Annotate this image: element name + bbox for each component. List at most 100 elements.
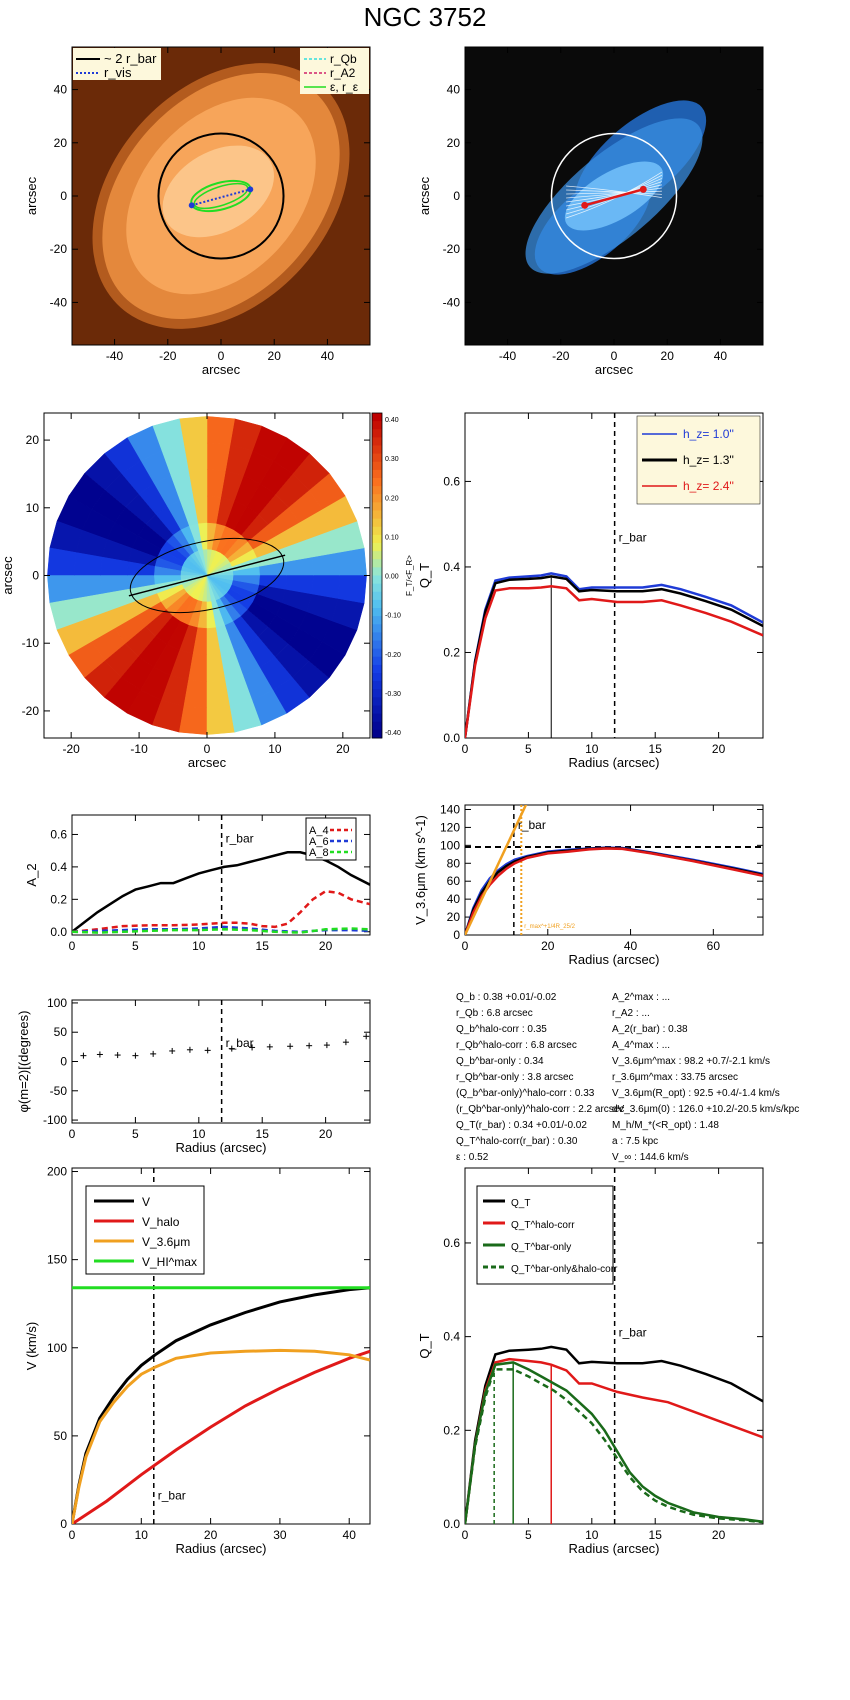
- colorbar-tick-label: 0.10: [385, 534, 399, 541]
- x-tick-label: 10: [585, 742, 599, 756]
- series-line: [72, 927, 370, 934]
- x-tick-label: 20: [268, 349, 282, 363]
- legend-label: A_8: [309, 847, 329, 859]
- x-tick-label: 15: [649, 1528, 663, 1542]
- x-tick-label: 0: [462, 939, 469, 953]
- colorbar-cell: [372, 421, 382, 430]
- parameter-text: A_4^max : ...: [612, 1040, 670, 1051]
- y-tick-label: 0.6: [443, 474, 460, 488]
- panel-image-orange: -40 -20 0 20 40 -40 -20 0 20 40 arcsec arcsec ~ 2 r_…: [24, 46, 371, 377]
- colorbar-cell: [372, 518, 382, 528]
- x-tick-label: 20: [661, 349, 675, 363]
- panel-phase: 0 5 10 15 20 -100 -50 0 50 100 Radius (arcsec) φ(m=…: [16, 996, 371, 1155]
- series-line: [465, 846, 763, 935]
- x-tick-label: 40: [321, 349, 335, 363]
- parameter-text: Q_T^halo-corr(r_bar) : 0.30: [456, 1136, 578, 1147]
- heatmap-cell: [47, 575, 77, 604]
- y-axis-label: φ(m=2)[(degrees): [16, 1011, 31, 1113]
- y-tick-label: 0.4: [50, 860, 67, 874]
- plot-frame: [71, 1167, 371, 1525]
- rbar-label: r_bar: [226, 1036, 254, 1050]
- y-tick-label: -50: [50, 1084, 68, 1098]
- x-tick-label: -40: [499, 349, 517, 363]
- x-tick-label: 0: [204, 742, 211, 756]
- bar-end-point: [581, 201, 589, 209]
- legend-label: V_3.6μm: [142, 1235, 190, 1249]
- y-tick-label: 0: [60, 1055, 67, 1069]
- y-tick-label: 60: [447, 874, 461, 888]
- parameter-text: ε : 0.52: [456, 1152, 489, 1163]
- y-tick-label: -20: [22, 704, 40, 718]
- legend-label: V_HI^max: [142, 1255, 197, 1269]
- bar-radius-circle: [157, 132, 285, 260]
- x-tick-label: -40: [106, 349, 124, 363]
- colorbar-cell: [372, 461, 382, 471]
- x-tick-label: 20: [712, 742, 726, 756]
- x-tick-label: 5: [525, 742, 532, 756]
- y-tick-label: 140: [440, 802, 460, 816]
- x-tick-label: 0: [69, 1528, 76, 1542]
- colorbar-cell: [372, 591, 382, 601]
- colorbar-cell: [372, 559, 382, 568]
- x-tick-label: -20: [552, 349, 570, 363]
- x-tick-label: 40: [624, 939, 638, 953]
- legend-label: h_z= 2.4'': [683, 479, 734, 493]
- x-tick-label: 40: [343, 1528, 357, 1542]
- y-tick-label: -40: [50, 295, 68, 309]
- x-tick-label: 15: [256, 1127, 270, 1141]
- x-tick-label: 0: [69, 1127, 76, 1141]
- plot-frame: [71, 46, 371, 346]
- x-axis-label: arcsec: [595, 362, 634, 377]
- bar-end-point: [639, 185, 647, 193]
- x-tick-label: 0: [462, 1528, 469, 1542]
- colorbar-cell: [372, 478, 382, 487]
- heatmap-cell: [47, 547, 77, 576]
- panel-force-map: -20 -10 0 10 20 -20 -10 0 10 20 arcsec arcsec 0.40 0.…: [0, 412, 414, 770]
- parameter-text: r_3.6μm^max : 33.75 arcsec: [612, 1072, 738, 1083]
- x-tick-label: -20: [62, 742, 80, 756]
- y-tick-label: 0.6: [443, 1236, 460, 1250]
- y-tick-label: 10: [26, 501, 40, 515]
- colorbar-cell: [372, 575, 382, 585]
- series-line: [72, 1348, 370, 1524]
- colorbar-cell: [372, 697, 382, 706]
- x-tick-label: 30: [273, 1528, 287, 1542]
- y-tick-label: 0.4: [443, 560, 460, 574]
- y-tick-label: 200: [47, 1165, 67, 1179]
- x-tick-label: 10: [585, 1528, 599, 1542]
- x-tick-label: 0: [462, 742, 469, 756]
- panel-qt-corr: 0 5 10 15 20 0.0 0.2 0.4 0.6 Radius (arcsec) Q_T r_…: [417, 1167, 764, 1556]
- x-tick-label: 5: [132, 1127, 139, 1141]
- colorbar-cell: [372, 640, 382, 650]
- x-tick-label: 5: [132, 939, 139, 953]
- colorbar-tick-label: 0.40: [385, 417, 399, 424]
- y-tick-label: 80: [447, 856, 461, 870]
- parameter-text: r_Qb^bar-only : 3.8 arcsec: [456, 1072, 574, 1083]
- parameter-text: Q_T(r_bar) : 0.34 +0.01/-0.02: [456, 1120, 587, 1131]
- parameter-text: Q_b : 0.38 +0.01/-0.02: [456, 992, 557, 1003]
- rbar-label: r_bar: [518, 818, 546, 832]
- heatmap-cell: [179, 705, 208, 735]
- contour: [566, 189, 662, 195]
- galaxy-image: [92, 63, 350, 329]
- y-tick-label: 40: [54, 83, 68, 97]
- colorbar-cell: [372, 656, 382, 666]
- legend-box: [85, 1185, 205, 1275]
- colorbar-cell: [372, 689, 382, 698]
- x-axis-label: arcsec: [202, 362, 241, 377]
- colorbar-cell: [372, 632, 382, 641]
- y-tick-label: 0.6: [50, 827, 67, 841]
- colorbar-tick-label: -0.20: [385, 652, 401, 659]
- colorbar-cell: [372, 624, 382, 633]
- colorbar-cell: [372, 616, 382, 625]
- y-tick-label: 20: [26, 433, 40, 447]
- rbar-label: r_bar: [619, 530, 647, 544]
- x-tick-label: 20: [712, 1528, 726, 1542]
- legend-label: Q_T^bar-only: [511, 1242, 571, 1253]
- colorbar-label: F_T/<F_R>: [405, 555, 414, 596]
- colorbar-cell: [372, 608, 382, 617]
- x-axis-label: Radius (arcsec): [568, 1541, 659, 1556]
- y-tick-label: 50: [54, 1025, 68, 1039]
- galaxy-core: [162, 145, 275, 238]
- series-line: [465, 584, 763, 738]
